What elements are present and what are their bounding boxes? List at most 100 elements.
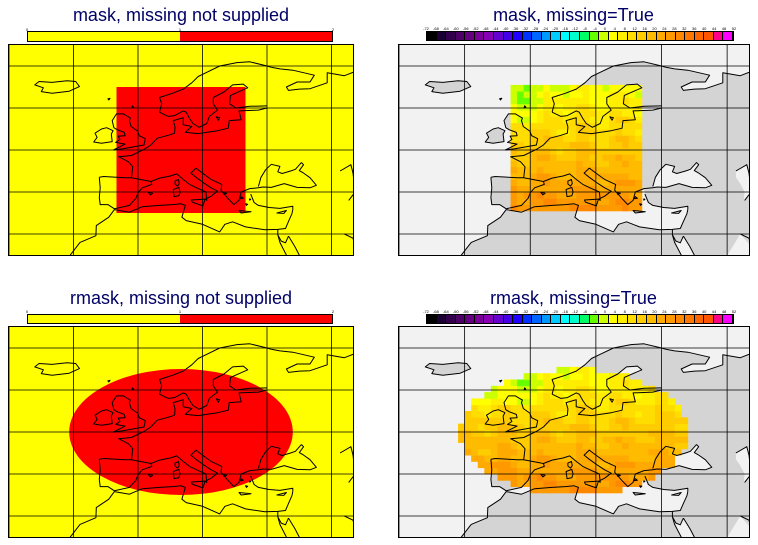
colorbar-swatch (723, 315, 733, 323)
colorbar-swatch (180, 32, 332, 41)
coastline (551, 83, 662, 128)
field-cell (668, 436, 676, 443)
field-cell (543, 385, 551, 393)
colorbar-swatch (656, 315, 667, 323)
field-cell (582, 411, 590, 418)
field-cell (576, 173, 584, 180)
field-cell (589, 392, 597, 399)
field-cell (582, 366, 590, 374)
field-cell (602, 486, 610, 494)
field-cell (543, 373, 551, 380)
field-cell (615, 122, 623, 130)
island-coastline (639, 203, 643, 206)
colorbar-tick-label: 48 (721, 309, 727, 314)
field-cell (582, 154, 590, 161)
field-cell (517, 192, 525, 199)
field-cell (563, 448, 571, 456)
field-cell (563, 97, 571, 105)
colorbar-tick-label: 1 (178, 309, 182, 314)
field-cell (622, 436, 630, 443)
field-cell (549, 198, 557, 205)
colorbar-tick-label: -36 (512, 26, 519, 31)
coastline (490, 176, 545, 210)
coastline (551, 343, 667, 395)
field-cell (635, 154, 643, 161)
field-cell (622, 467, 630, 475)
colorbar-swatch (656, 32, 667, 40)
colorbar-swatch (513, 315, 523, 323)
field-cell (517, 141, 525, 149)
field-cell (530, 135, 538, 142)
island-coastline (609, 398, 614, 403)
field-cell (504, 474, 511, 481)
field-cell (602, 411, 610, 418)
island-coastline (643, 198, 646, 201)
field-cell (563, 392, 571, 399)
island-coastline (174, 460, 180, 469)
colorbar-tick-label: -12 (572, 26, 578, 31)
field-cell (615, 198, 623, 205)
field-cell (536, 404, 544, 412)
field-cell (523, 398, 531, 406)
field-cell (615, 417, 623, 424)
field-cell (609, 423, 616, 431)
field-cell (615, 97, 623, 105)
field-cell (490, 467, 498, 475)
colorbar-swatch (560, 32, 571, 40)
field-cell (549, 84, 557, 92)
field-cell (615, 379, 623, 387)
field-cell (517, 429, 525, 437)
field-cell (628, 179, 636, 187)
field-cell (654, 429, 662, 437)
field-cell (464, 448, 472, 456)
field-cell (648, 392, 656, 399)
field-cell (595, 154, 603, 161)
field-cell (569, 97, 577, 105)
island-coastline (499, 379, 503, 383)
colorbar-tick-label: 0 (25, 309, 29, 314)
field-cell (628, 404, 636, 412)
field-cell (464, 411, 472, 418)
island-coastline (107, 379, 111, 383)
colorbar-swatch (513, 32, 523, 40)
field-cell (582, 423, 590, 431)
field-cell (569, 185, 577, 193)
island-coastline (565, 468, 574, 480)
field-cell (530, 436, 538, 443)
field-cell (615, 385, 623, 393)
field-cell (523, 192, 531, 199)
field-cell (549, 154, 557, 161)
coastline (118, 107, 268, 178)
colorbar-tick-label: 28 (672, 309, 677, 314)
field-cell (602, 429, 610, 437)
coastline (159, 61, 272, 113)
field-cell (622, 429, 630, 437)
field-cell (609, 467, 616, 475)
field-cell (602, 166, 610, 174)
coastline (257, 162, 317, 189)
field-cell (576, 379, 584, 387)
colorbar-swatch (666, 32, 676, 40)
field-cell (595, 467, 603, 475)
field-cell (602, 423, 610, 431)
field-cell (641, 417, 649, 424)
field-cell (556, 141, 564, 149)
field-cell (517, 185, 525, 193)
field-cell (530, 166, 538, 174)
field-cell (654, 411, 662, 418)
colorbar-swatch (532, 315, 542, 323)
island-polygon (425, 362, 471, 376)
coastline (69, 203, 294, 255)
field-cell (622, 173, 630, 180)
field-cell (615, 404, 623, 412)
panel-mask-missing-true: mask, missing=True -72 -68 -64 -60 -56 -52 -48… (396, 4, 751, 262)
field-cell (635, 198, 643, 205)
field-cell (576, 204, 584, 212)
field-cell (497, 461, 505, 469)
field-cell (569, 160, 577, 168)
colorbar-swatch (580, 32, 590, 40)
field-cell (569, 166, 577, 174)
field-cell (628, 129, 636, 136)
field-cell (615, 455, 623, 462)
field-cell (648, 455, 656, 462)
